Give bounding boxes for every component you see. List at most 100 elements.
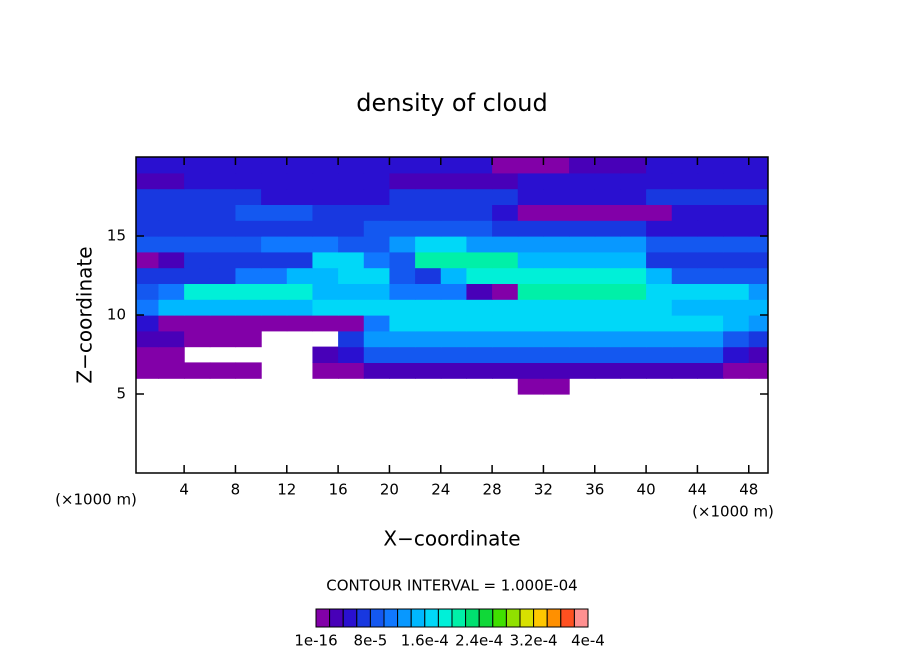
contour-cell [136,362,160,379]
contour-cell [594,362,622,379]
contour-cell [697,204,724,221]
colorbar-box [492,608,507,628]
contour-cell [209,172,237,190]
colorbar-box [315,608,331,628]
contour-cell [723,251,750,269]
contour-cell [286,283,314,300]
contour-cell [517,283,545,300]
contour-cell [517,204,545,221]
contour-cell [363,251,391,269]
contour-cell [261,267,288,284]
contour-cell [594,204,622,221]
contour-cell [466,157,493,174]
contour-cell [312,267,339,284]
contour-cell [517,251,545,269]
contour-cell [440,299,468,316]
contour-cell [286,157,314,174]
contour-cell [158,172,185,190]
contour-cell [209,204,237,221]
contour-cell [517,299,545,316]
contour-cell [363,315,391,332]
x-tick-label: 8 [231,481,241,499]
contour-cell [415,188,442,205]
contour-cell [415,157,442,174]
contour-cell [723,283,750,300]
contour-interval: CONTOUR INTERVAL = 1.000E-04 [326,577,577,595]
colorbar-box [437,608,453,628]
contour-cell [235,220,262,237]
contour-cell [594,330,622,348]
y-unit-label: (×1000 m) [55,491,137,509]
contour-cell [158,299,185,316]
colorbar-box [465,608,480,628]
contour-cell [136,283,160,300]
colorbar-box [505,608,521,628]
contour-cell [261,315,288,332]
contour-cell [286,188,314,205]
contour-cell [184,330,211,348]
y-axis-label: Z−coordinate [73,246,97,383]
contour-cell [671,362,699,379]
chart-title: density of cloud [356,89,547,117]
contour-cell [569,204,596,221]
contour-cell [569,236,596,253]
colorbar-tick-label: 1e-16 [294,632,337,650]
contour-cell [363,283,391,300]
contour-cell [517,157,545,174]
contour-cell [158,330,185,348]
contour-cell [158,220,185,237]
contour-cell [492,188,519,205]
contour-cell [389,315,416,332]
contour-cell [440,157,468,174]
colorbar-box [560,608,575,628]
colorbar-tick-label: 3.2e-4 [510,632,558,650]
colorbar-tick-label: 4e-4 [571,632,605,650]
contour-cell [440,236,468,253]
contour-cell [286,220,314,237]
contour-cell [671,220,699,237]
contour-cell [543,220,570,237]
contour-cell [184,299,211,316]
contour-cell [594,236,622,253]
contour-cell [646,267,673,284]
contour-cell [261,220,288,237]
contour-cell [184,362,211,379]
contour-cell [286,172,314,190]
contour-cell [261,188,288,205]
contour-cell [492,251,519,269]
contour-cell [261,251,288,269]
contour-cell [723,204,750,221]
contour-cell [543,204,570,221]
colorbar-box [478,608,494,628]
contour-cell [723,362,750,379]
contour-cell [569,172,596,190]
contour-cell [158,267,185,284]
x-tick-label: 36 [585,481,604,499]
contour-cell [748,172,768,190]
contour-cell [209,157,237,174]
contour-cell [338,204,365,221]
contour-cell [389,188,416,205]
contour-cell [136,236,160,253]
contour-cell [748,299,768,316]
contour-cell [517,378,545,395]
contour-cell [543,283,570,300]
contour-cell [235,267,262,284]
contour-cell [415,346,442,363]
contour-cell [466,267,493,284]
contour-cell [569,220,596,237]
contour-cell [646,236,673,253]
contour-cell [671,315,699,332]
contour-cell [466,346,493,363]
contour-cell [184,251,211,269]
contour-cell [620,220,647,237]
contour-cell [492,315,519,332]
contour-cell [136,172,160,190]
colorbar-box [369,608,385,628]
contour-cell [723,172,750,190]
x-tick-label: 20 [380,481,399,499]
contour-cell [136,346,160,363]
contour-cell [723,188,750,205]
contour-cell [748,188,768,205]
